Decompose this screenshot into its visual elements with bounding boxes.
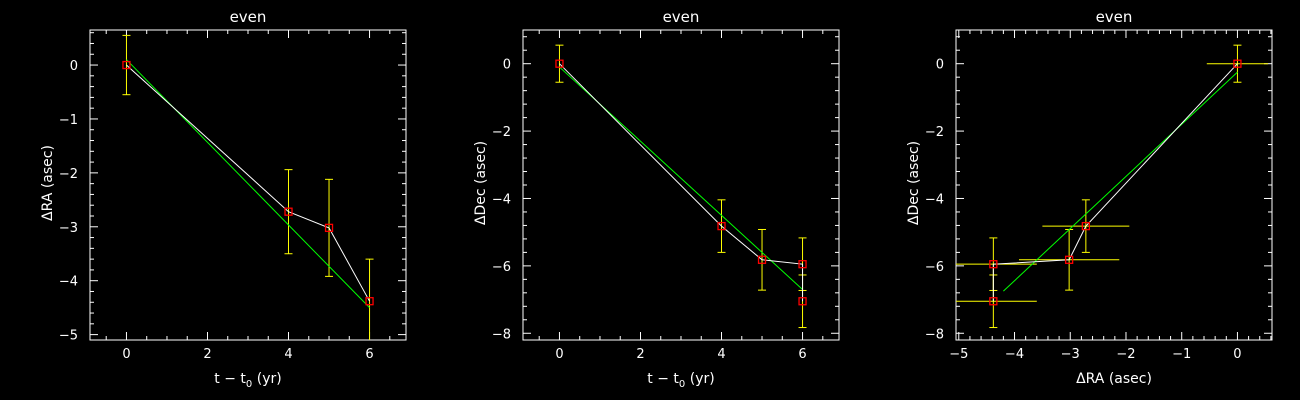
data-line bbox=[992, 63, 1238, 302]
data-layer bbox=[956, 44, 1269, 329]
data-point bbox=[284, 207, 293, 216]
panel-dec-vs-ra: even ΔRA (asec) ΔDec (asec) bbox=[906, 8, 1152, 387]
x-tick-label: 2 bbox=[636, 347, 644, 362]
y-tick-label: 0 bbox=[936, 58, 944, 73]
data-point bbox=[798, 260, 807, 269]
x-axis-label: t − t0 (yr) bbox=[214, 371, 281, 390]
y-axis-label: ΔDec (asec) bbox=[906, 141, 922, 225]
data-point bbox=[1233, 59, 1242, 68]
x-tick-label: 2 bbox=[203, 347, 211, 362]
panel-dec-vs-time: even t − t0 (yr) ΔDec (asec) bbox=[473, 8, 715, 390]
x-axis-label: ΔRA (asec) bbox=[1076, 371, 1152, 387]
y-tick-label: −4 bbox=[925, 192, 944, 207]
data-point bbox=[798, 297, 807, 306]
data-point bbox=[555, 59, 564, 68]
plot-layer: 0 2 4 60−1−2−3−4−50 2 4 60−2−4−6−8−5 −4 −3 −2 −1 00… bbox=[59, 29, 1273, 362]
y-tick-label: −3 bbox=[59, 221, 78, 236]
data-line bbox=[559, 63, 804, 302]
data-point bbox=[324, 223, 334, 233]
y-axis-label: ΔRA (asec) bbox=[40, 145, 56, 221]
data-point bbox=[365, 297, 374, 306]
x-tick-label: 0 bbox=[1233, 347, 1241, 362]
x-axis-label: t − t0 (yr) bbox=[647, 371, 714, 390]
data-point bbox=[717, 221, 726, 231]
y-tick-label: −4 bbox=[492, 192, 511, 207]
x-tick-label: −2 bbox=[1116, 347, 1135, 362]
x-tick-label: 0 bbox=[122, 347, 130, 362]
data-point bbox=[757, 255, 767, 264]
plot-area-1: 0 2 4 6 0 −1 −2 −3 −4 −5 bbox=[59, 29, 407, 362]
data-point bbox=[989, 260, 998, 269]
x-tick-label: 0 bbox=[555, 347, 563, 362]
x-tick-label: −5 bbox=[949, 347, 968, 362]
y-tick-label: 0 bbox=[503, 58, 511, 73]
x-tick-label: 6 bbox=[365, 347, 373, 362]
y-tick-label: −8 bbox=[925, 327, 944, 342]
chart-title: even bbox=[230, 8, 267, 26]
x-tick-label: −3 bbox=[1061, 347, 1080, 362]
x-tick-label: 4 bbox=[284, 347, 292, 362]
data-point bbox=[1081, 221, 1091, 231]
data-point bbox=[122, 60, 131, 70]
y-tick-label: 0 bbox=[70, 59, 78, 74]
chart-title: even bbox=[1096, 8, 1133, 26]
y-tick-label: −1 bbox=[59, 113, 78, 128]
axes-frame bbox=[955, 29, 1273, 341]
y-tick-label: −2 bbox=[492, 125, 511, 140]
fit-line bbox=[126, 59, 370, 309]
data-line bbox=[126, 64, 370, 302]
x-tick-label: 4 bbox=[717, 347, 725, 362]
x-tick-label: −1 bbox=[1172, 347, 1191, 362]
fit-line bbox=[1003, 71, 1238, 292]
y-tick-label: −2 bbox=[925, 125, 944, 140]
plot-area-3: −5 −4 −3 −2 −1 0 0 −2 −4 −6 −8 bbox=[925, 29, 1273, 362]
data-layer bbox=[555, 44, 807, 329]
y-tick-label: −2 bbox=[59, 167, 78, 182]
plot-area-2: 0 2 4 6 0 −2 −4 −6 −8 bbox=[492, 29, 840, 362]
y-tick-label: −8 bbox=[492, 327, 511, 342]
y-axis-label: ΔDec (asec) bbox=[473, 141, 489, 225]
axes-frame bbox=[89, 29, 407, 341]
y-tick-label: −5 bbox=[59, 329, 78, 344]
data-point bbox=[1064, 255, 1074, 264]
y-tick-label: −4 bbox=[59, 275, 78, 290]
panel-ra-vs-time: even t − t0 (yr) ΔRA (asec) bbox=[40, 8, 282, 390]
x-tick-label: −4 bbox=[1005, 347, 1024, 362]
y-tick-label: −6 bbox=[492, 260, 511, 275]
y-tick-label: −6 bbox=[925, 260, 944, 275]
x-tick-label: 6 bbox=[798, 347, 806, 362]
data-point bbox=[989, 297, 998, 306]
chart-title: even bbox=[663, 8, 700, 26]
data-layer bbox=[122, 34, 374, 340]
